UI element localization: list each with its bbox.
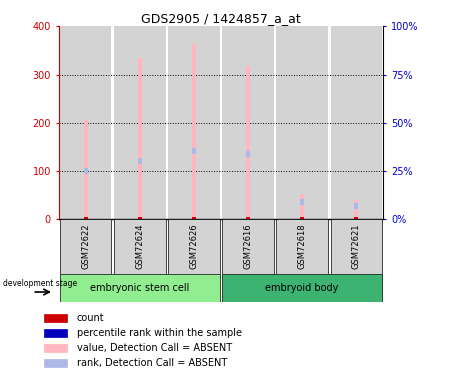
Text: GSM72618: GSM72618 <box>298 224 307 269</box>
Bar <box>354 203 359 209</box>
Bar <box>138 58 142 219</box>
Bar <box>60 219 111 274</box>
Bar <box>331 219 382 274</box>
Bar <box>44 359 67 368</box>
Bar <box>83 120 88 219</box>
Bar <box>354 200 359 219</box>
Bar <box>192 217 196 219</box>
Bar <box>114 219 166 274</box>
Bar <box>246 217 250 219</box>
Bar <box>192 44 196 219</box>
Bar <box>276 219 328 274</box>
Bar <box>354 217 359 219</box>
Bar <box>300 217 304 219</box>
Bar <box>276 26 328 219</box>
Text: embryoid body: embryoid body <box>266 283 339 293</box>
Text: percentile rank within the sample: percentile rank within the sample <box>77 328 242 338</box>
Bar <box>44 344 67 352</box>
Bar <box>168 26 220 219</box>
Text: count: count <box>77 313 104 323</box>
Bar <box>300 194 304 219</box>
Bar <box>138 158 142 164</box>
Bar <box>300 199 304 205</box>
Text: development stage: development stage <box>3 279 77 288</box>
Bar <box>331 26 382 219</box>
Bar <box>60 274 220 302</box>
Bar <box>83 217 88 219</box>
Bar <box>246 151 250 157</box>
Text: rank, Detection Call = ABSENT: rank, Detection Call = ABSENT <box>77 358 227 368</box>
Text: GSM72616: GSM72616 <box>244 224 253 269</box>
Text: GSM72626: GSM72626 <box>189 224 198 269</box>
Text: GSM72624: GSM72624 <box>135 224 144 269</box>
Bar <box>83 168 88 174</box>
Bar <box>44 328 67 337</box>
Bar <box>222 26 274 219</box>
Bar <box>222 274 382 302</box>
Bar <box>246 66 250 219</box>
Text: value, Detection Call = ABSENT: value, Detection Call = ABSENT <box>77 343 232 353</box>
Bar <box>60 26 111 219</box>
Bar <box>44 314 67 322</box>
Bar <box>114 26 166 219</box>
Bar <box>192 148 196 154</box>
Text: embryonic stem cell: embryonic stem cell <box>90 283 189 293</box>
Title: GDS2905 / 1424857_a_at: GDS2905 / 1424857_a_at <box>141 12 301 25</box>
Text: GSM72622: GSM72622 <box>81 224 90 269</box>
Bar <box>222 219 274 274</box>
Bar <box>138 217 142 219</box>
Text: GSM72621: GSM72621 <box>352 224 361 269</box>
Bar <box>168 219 220 274</box>
